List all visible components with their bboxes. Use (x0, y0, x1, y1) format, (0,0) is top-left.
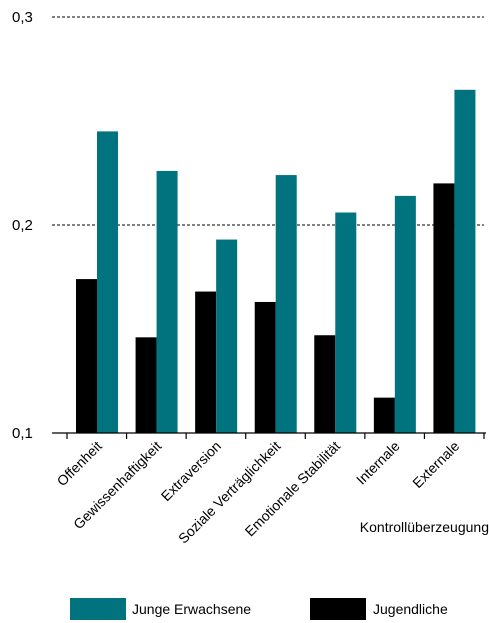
bar-jugendliche (433, 183, 455, 433)
x-tick-label: Extraversion (158, 438, 224, 504)
x-tick-label: Externale (409, 438, 462, 491)
legend-swatch (310, 598, 366, 620)
x-tick-label: Soziale Verträglichkeit (175, 438, 284, 547)
bar-junge-erwachsene (97, 131, 118, 433)
bar-junge-erwachsene (335, 212, 357, 433)
y-tick-label: 0,1 (12, 425, 33, 442)
legend-label: Junge Erwachsene (132, 601, 251, 617)
bar-junge-erwachsene (394, 195, 416, 433)
bar-junge-erwachsene (275, 175, 297, 433)
x-axis (52, 432, 486, 439)
bar-junge-erwachsene (156, 170, 178, 434)
bar-jugendliche (373, 397, 395, 433)
y-tick-labels: 0,1 0,2 0,3 (12, 9, 33, 442)
legend: Junge Erwachsene Jugendliche (70, 598, 448, 620)
bar-jugendliche (254, 301, 276, 433)
bars (76, 89, 476, 434)
x-axis-title: Kontrollüberzeugung (360, 519, 489, 535)
legend-label: Jugendliche (373, 601, 448, 617)
bar-jugendliche (135, 337, 157, 433)
bar-jugendliche (195, 291, 217, 433)
x-tick-label: Offenheit (54, 438, 105, 489)
y-tick-label: 0,3 (12, 9, 33, 26)
bar-junge-erwachsene (454, 89, 476, 434)
bar-junge-erwachsene (216, 239, 238, 433)
bar-jugendliche (314, 335, 336, 433)
bar-jugendliche (76, 279, 97, 433)
x-tick-label: Internale (353, 438, 403, 488)
y-tick-label: 0,2 (12, 217, 33, 234)
legend-swatch (70, 598, 126, 620)
